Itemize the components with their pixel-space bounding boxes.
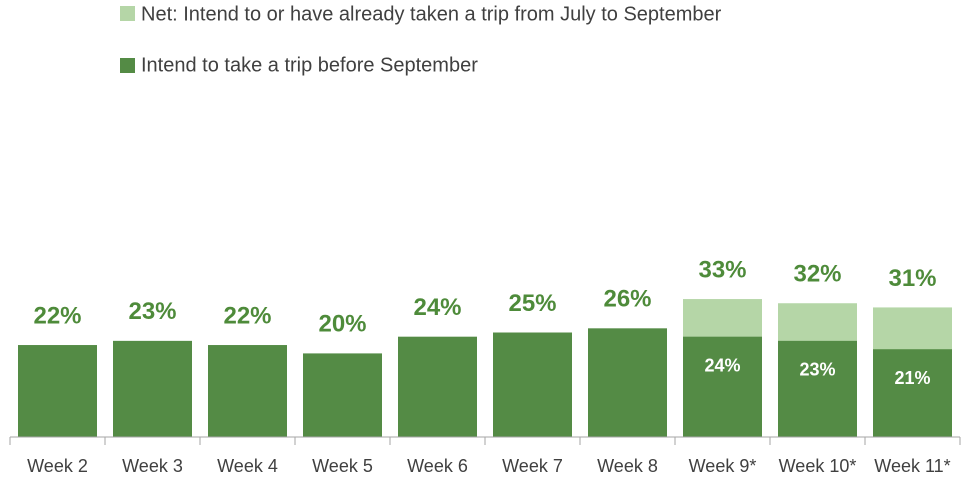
value-label: 24% bbox=[413, 294, 461, 321]
bar bbox=[683, 336, 762, 437]
bar bbox=[873, 349, 952, 437]
legend-swatch bbox=[120, 6, 135, 21]
bar bbox=[18, 345, 97, 437]
value-label: 24% bbox=[704, 355, 740, 375]
value-label: 32% bbox=[793, 261, 841, 288]
value-label: 21% bbox=[894, 368, 930, 388]
x-tick-label: Week 3 bbox=[122, 456, 183, 476]
legend-label: Intend to take a trip before September bbox=[141, 54, 478, 76]
value-label: 23% bbox=[128, 298, 176, 325]
value-label: 20% bbox=[318, 311, 366, 338]
x-tick-label: Week 2 bbox=[27, 456, 88, 476]
x-tick-label: Week 7 bbox=[502, 456, 563, 476]
bar bbox=[303, 353, 382, 437]
value-label: 31% bbox=[888, 265, 936, 292]
value-label: 23% bbox=[799, 360, 835, 380]
bar bbox=[493, 332, 572, 437]
bar bbox=[113, 340, 192, 437]
value-label: 33% bbox=[698, 256, 746, 283]
x-tick-label: Week 8 bbox=[597, 456, 658, 476]
x-tick-label: Week 11* bbox=[874, 456, 950, 476]
value-label: 22% bbox=[223, 302, 271, 329]
value-label: 22% bbox=[33, 302, 81, 329]
x-tick-label: Week 6 bbox=[407, 456, 468, 476]
bar bbox=[398, 336, 477, 437]
x-tick-label: Week 9* bbox=[689, 456, 757, 476]
x-tick-label: Week 4 bbox=[217, 456, 278, 476]
legend-swatch bbox=[120, 58, 135, 73]
bar bbox=[778, 340, 857, 437]
value-label: 25% bbox=[508, 290, 556, 317]
x-tick-label: Week 10* bbox=[779, 456, 857, 476]
bar bbox=[588, 328, 667, 437]
x-tick-label: Week 5 bbox=[312, 456, 373, 476]
bar bbox=[208, 345, 287, 437]
value-label: 26% bbox=[603, 286, 651, 313]
legend-label: Net: Intend to or have already taken a t… bbox=[141, 3, 722, 25]
